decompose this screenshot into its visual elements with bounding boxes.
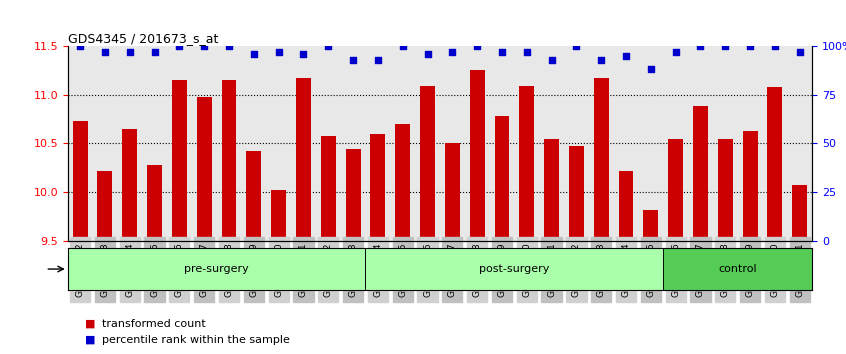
Point — [321, 43, 335, 49]
Point — [619, 53, 633, 58]
Bar — [644, 210, 658, 241]
Bar — [569, 146, 584, 241]
Bar — [97, 171, 113, 241]
Point — [371, 57, 385, 63]
Point — [272, 49, 285, 55]
Bar — [420, 86, 435, 241]
Bar — [296, 78, 310, 241]
FancyBboxPatch shape — [68, 248, 365, 290]
Bar — [718, 138, 733, 241]
Bar — [618, 171, 634, 241]
Point — [148, 49, 162, 55]
Text: ■: ■ — [85, 335, 95, 345]
FancyBboxPatch shape — [663, 248, 812, 290]
Point — [569, 43, 583, 49]
Bar — [495, 116, 509, 241]
Point — [495, 49, 508, 55]
Point — [669, 49, 683, 55]
Bar — [594, 78, 608, 241]
Text: control: control — [718, 264, 757, 274]
Point — [123, 49, 136, 55]
Point — [793, 49, 806, 55]
Point — [768, 43, 782, 49]
Bar — [668, 139, 683, 241]
Bar — [346, 149, 360, 241]
Point — [446, 49, 459, 55]
Bar — [147, 165, 162, 241]
Point — [74, 43, 87, 49]
Point — [644, 67, 657, 72]
Bar — [321, 136, 336, 241]
Point — [744, 43, 757, 49]
Point — [470, 43, 484, 49]
Text: post-surgery: post-surgery — [479, 264, 550, 274]
Bar — [445, 143, 459, 241]
Bar — [767, 87, 783, 241]
FancyBboxPatch shape — [365, 248, 663, 290]
Bar — [519, 86, 534, 241]
Text: percentile rank within the sample: percentile rank within the sample — [102, 335, 289, 345]
Point — [297, 51, 310, 57]
Text: GDS4345 / 201673_s_at: GDS4345 / 201673_s_at — [68, 32, 218, 45]
Point — [98, 49, 112, 55]
Bar — [693, 106, 708, 241]
Bar — [197, 97, 212, 241]
Point — [247, 51, 261, 57]
Bar — [73, 121, 87, 241]
Bar — [371, 134, 385, 241]
Point — [346, 57, 360, 63]
Bar — [272, 190, 286, 241]
Point — [694, 43, 707, 49]
Point — [520, 49, 534, 55]
Bar — [222, 80, 236, 241]
Bar — [123, 129, 137, 241]
Bar — [470, 70, 485, 241]
Bar — [743, 131, 757, 241]
Point — [173, 43, 186, 49]
Text: transformed count: transformed count — [102, 319, 206, 329]
Point — [420, 51, 434, 57]
Point — [718, 43, 732, 49]
Point — [197, 43, 211, 49]
Bar — [172, 80, 187, 241]
Point — [396, 43, 409, 49]
Text: ■: ■ — [85, 319, 95, 329]
Point — [545, 57, 558, 63]
Bar — [793, 185, 807, 241]
Bar — [395, 124, 410, 241]
Text: pre-surgery: pre-surgery — [184, 264, 249, 274]
Bar — [544, 138, 559, 241]
Bar — [246, 151, 261, 241]
Point — [222, 43, 236, 49]
Point — [595, 57, 608, 63]
